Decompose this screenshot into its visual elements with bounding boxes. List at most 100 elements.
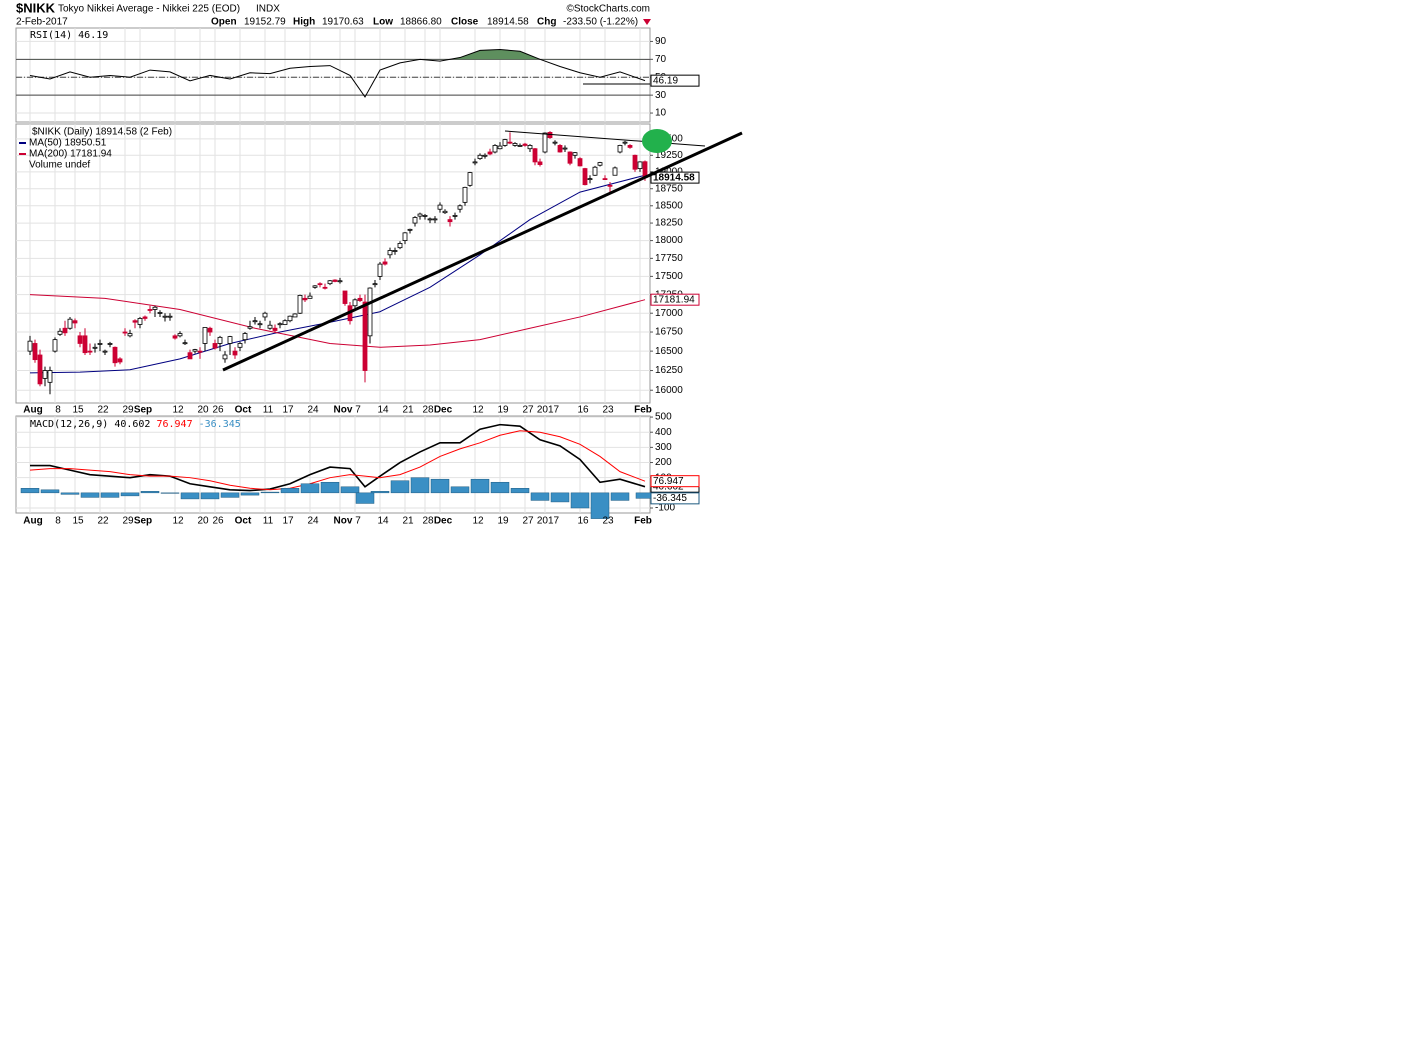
candle-body [597, 162, 603, 166]
y-tick-label: -100 [655, 503, 675, 514]
value-tag-box [650, 492, 700, 505]
candle-body [102, 350, 108, 353]
histogram-bar [590, 492, 610, 519]
x-tick-label: 8 [55, 516, 61, 527]
y-tick-label: 18500 [655, 200, 683, 211]
y-tick-label: 17000 [655, 308, 683, 319]
candle-body [117, 358, 123, 363]
candle-body [82, 335, 88, 354]
histogram-bar [340, 486, 360, 494]
candle-body [562, 147, 568, 150]
candle-body [407, 228, 413, 231]
candle-body [512, 143, 518, 146]
candle-body [107, 343, 113, 345]
y-tick-label: 18250 [655, 218, 683, 229]
candle-body [62, 327, 68, 334]
histogram-bar [370, 491, 390, 494]
candle-body [482, 154, 488, 157]
candle-body [287, 315, 293, 322]
candle-body [382, 261, 388, 265]
candle-body [222, 354, 228, 360]
candle-body [122, 331, 128, 334]
candle-body [387, 250, 393, 256]
macd-legend: MACD(12,26,9) 40.602 76.947 -36.345 [30, 419, 241, 430]
candle-body [167, 315, 173, 318]
candle-body [192, 349, 198, 352]
x-tick-label: 23 [602, 405, 614, 416]
candle-body [227, 336, 233, 344]
y-tick-label: 30 [655, 90, 667, 101]
candle-body [112, 346, 118, 364]
histogram-bar [355, 492, 375, 504]
symbol-name: Tokyo Nikkei Average - Nikkei 225 (EOD) [58, 4, 240, 15]
x-tick-label: 14 [377, 516, 389, 527]
candle-body [332, 279, 338, 282]
x-tick-label: 2017 [537, 405, 560, 416]
candle-body [587, 178, 593, 181]
annotations [222, 83, 743, 372]
candle-body [437, 204, 443, 210]
x-tick-label: 12 [472, 516, 484, 527]
highlight-dot [642, 129, 672, 153]
low-label: Low [373, 17, 393, 28]
x-tick-label: 11 [263, 405, 274, 416]
y-tick-label: 200 [655, 457, 672, 468]
open-label: Open [211, 17, 237, 28]
candle-body [572, 152, 578, 156]
candle-body [487, 151, 493, 155]
value-tag: 18914.58 [653, 172, 695, 183]
close: 18914.58 [487, 17, 529, 28]
histogram-bar [60, 492, 80, 495]
chg-label: Chg [537, 17, 556, 28]
histogram-bar [430, 478, 450, 494]
x-tick-label: 27 [522, 516, 534, 527]
histogram-bar [180, 492, 200, 500]
candle-body [77, 335, 83, 344]
x-tick-label: 14 [377, 405, 389, 416]
histogram-bar [530, 492, 550, 501]
x-tick-label: 16 [577, 516, 589, 527]
candle-body [312, 285, 318, 288]
value-tag: 17181.94 [653, 294, 695, 305]
y-tick-label: 500 [655, 412, 672, 423]
candle-body [362, 301, 368, 371]
candle-body [402, 232, 408, 241]
y-tick-label: 16250 [655, 365, 683, 376]
histogram-bar [160, 492, 180, 494]
x-tick-label: 19 [497, 405, 509, 416]
candle-body [517, 145, 523, 147]
candle-body [252, 320, 258, 323]
x-tick-label: 26 [212, 405, 224, 416]
candle-body [172, 335, 178, 339]
candle-body [432, 218, 438, 221]
candle-body [502, 139, 508, 146]
candle-body [327, 280, 333, 285]
candle-body [557, 145, 563, 153]
panel-frame [15, 123, 651, 404]
candle-body [177, 333, 183, 337]
candle-body [282, 320, 288, 325]
x-tick-label: 29 [122, 405, 134, 416]
histogram-bar [610, 492, 630, 501]
candle-body [87, 350, 93, 353]
x-tick-label: Sep [134, 405, 152, 416]
credit: ©StockCharts.com [566, 4, 650, 15]
histogram-bar [320, 481, 340, 494]
candle-body [292, 313, 298, 318]
x-tick-label: Aug [23, 516, 42, 527]
down-arrow [643, 19, 651, 25]
candle-body [157, 312, 163, 314]
histogram-bar [120, 492, 140, 497]
candle-body [497, 145, 503, 150]
legend-value: -36.345 [199, 419, 241, 430]
histogram-bar [200, 492, 220, 500]
legend-value: 76.947 [156, 419, 192, 430]
candle-body [337, 280, 343, 283]
y-tick-label: 16500 [655, 346, 683, 357]
histogram-bar [550, 492, 570, 503]
candle-body [352, 299, 358, 307]
y-tick-label: 16750 [655, 327, 683, 338]
candle-body [582, 168, 588, 186]
candle-body [442, 210, 448, 214]
